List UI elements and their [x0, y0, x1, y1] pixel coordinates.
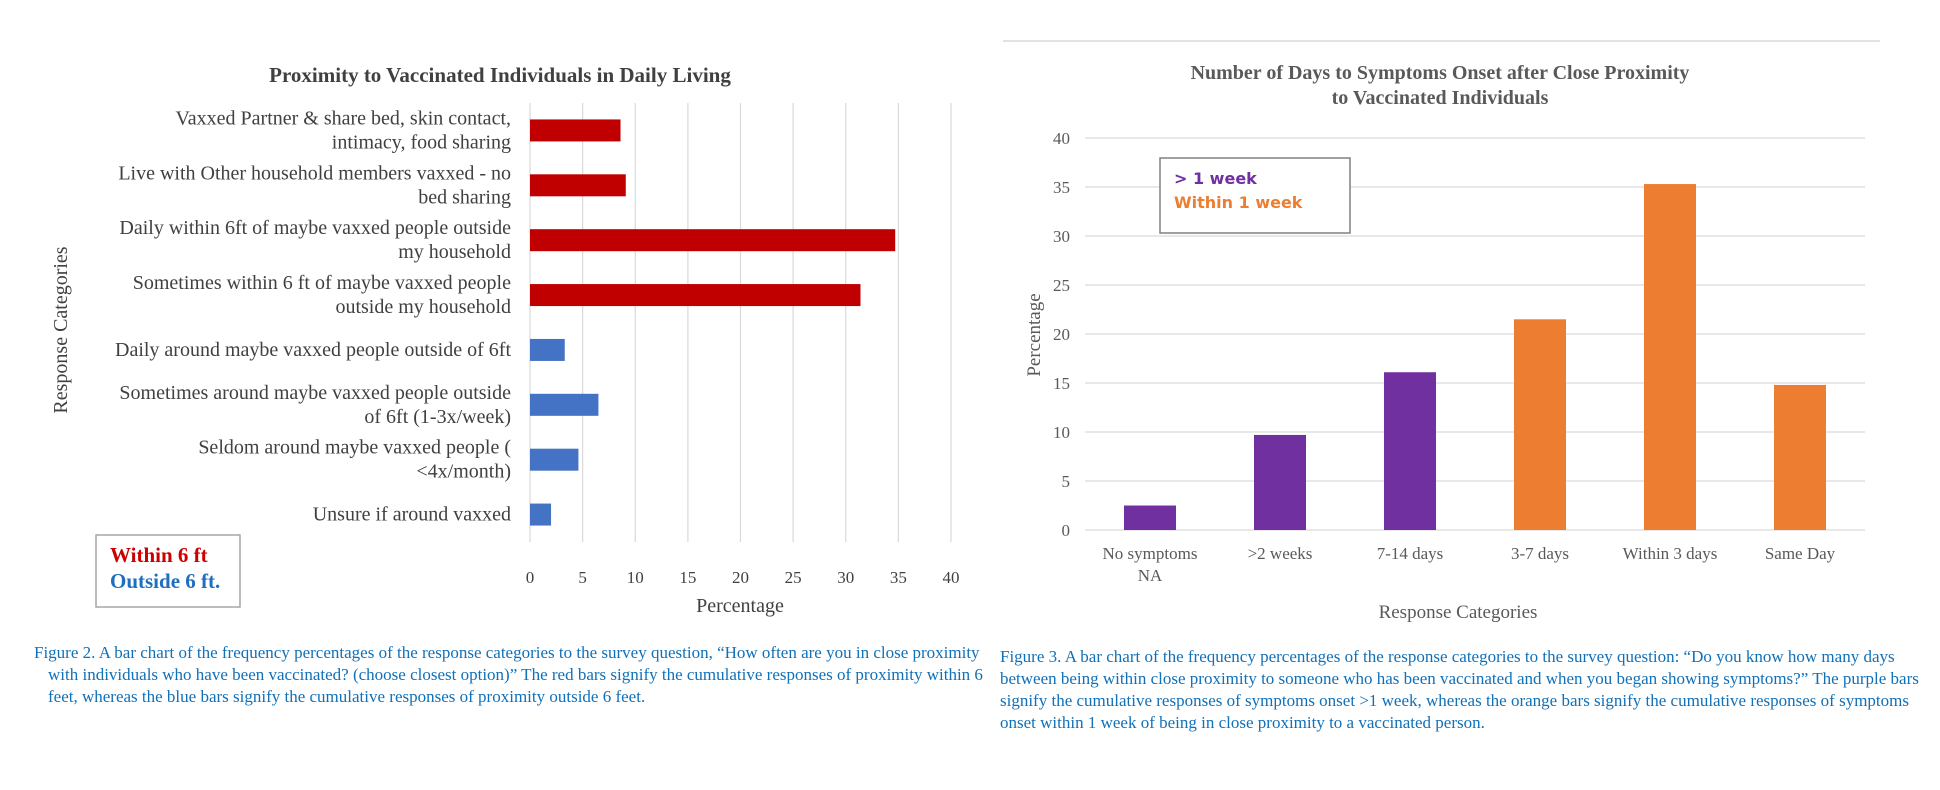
y-axis-label: Response Categories	[50, 246, 72, 413]
proximity-chart: Proximity to Vaccinated Individuals in D…	[50, 63, 960, 617]
y-tick-label: 30	[1053, 227, 1070, 246]
figure-3-caption: Figure 3. A bar chart of the frequency p…	[1000, 647, 1919, 732]
bar-outside-8	[530, 503, 552, 526]
x-tick-label: 30	[837, 568, 854, 587]
bar-outside-6	[530, 393, 599, 416]
bar-over-2	[1254, 434, 1306, 530]
x-tick-label: 40	[943, 568, 960, 587]
bar-outside-7	[530, 448, 579, 471]
category-label: Vaxxed Partner & share bed, skin contact…	[176, 107, 511, 153]
category-labels: No symptoms NA >2 weeks 7-14 days 3-7 days Wi…	[1103, 544, 1836, 585]
y-tick-label: 5	[1062, 472, 1071, 491]
category-label: Daily around maybe vaxxed people outside…	[115, 339, 511, 361]
chart-title-line-2: to Vaccinated Individuals	[1332, 87, 1549, 109]
category-label: No symptoms NA	[1103, 544, 1198, 585]
x-tick-label: 35	[890, 568, 907, 587]
symptom-onset-chart: Number of Days to Symptoms Onset after C…	[1024, 62, 1865, 623]
y-axis-label: Percentage	[1024, 293, 1045, 376]
x-tick-labels: 0 5 10 15 20 25 30 35 40	[526, 568, 960, 587]
figure-2-caption: Figure 2. A bar chart of the frequency p…	[34, 643, 983, 706]
chart-legend: Within 6 ft Outside 6 ft.	[95, 534, 241, 608]
category-label: Unsure if around vaxxed	[313, 504, 511, 526]
bar-within-4	[1514, 319, 1566, 530]
bar-within-2	[530, 174, 626, 197]
category-labels: Vaxxed Partner & share bed, skin contact…	[115, 107, 511, 525]
y-tick-label: 40	[1053, 129, 1070, 148]
x-tick-label: 20	[732, 568, 749, 587]
y-tick-label: 35	[1053, 178, 1070, 197]
legend-within-6ft: Within 6 ft	[110, 543, 208, 567]
y-tick-labels: 0 5 10 15 20 25 30 35 40	[1053, 129, 1070, 540]
legend-box	[95, 534, 241, 608]
x-tick-label: 10	[627, 568, 644, 587]
bar-over-3	[1384, 372, 1436, 530]
category-label: Within 3 days	[1623, 544, 1718, 563]
legend-outside-6ft: Outside 6 ft.	[110, 569, 220, 593]
y-tick-label: 0	[1062, 521, 1071, 540]
bar-series	[1124, 184, 1826, 530]
category-label: Seldom around maybe vaxxed people (<4x/m…	[198, 437, 511, 483]
y-tick-label: 25	[1053, 276, 1070, 295]
x-tick-label: 0	[526, 568, 535, 587]
bar-within-4	[530, 284, 861, 307]
chart-gridlines	[529, 103, 952, 542]
legend-within-1-week: Within 1 week	[1174, 193, 1303, 212]
chart-gridlines	[1085, 137, 1865, 531]
bar-within-3	[530, 229, 896, 252]
chart-title-line-1: Number of Days to Symptoms Onset after C…	[1191, 62, 1690, 84]
bar-within-5	[1644, 184, 1696, 530]
bar-series	[530, 119, 896, 526]
legend-box	[1159, 157, 1351, 234]
chart-legend: > 1 week Within 1 week	[1159, 157, 1351, 234]
x-axis-label: Percentage	[696, 595, 784, 617]
category-label: 3-7 days	[1511, 544, 1569, 563]
x-axis-label: Response Categories	[1379, 602, 1538, 623]
category-label: >2 weeks	[1248, 544, 1313, 563]
category-label: Live with Other household members vaxxed…	[118, 162, 511, 208]
bar-over-1	[1124, 505, 1176, 530]
legend-over-1-week: > 1 week	[1174, 169, 1257, 188]
x-tick-label: 5	[578, 568, 587, 587]
y-tick-label: 10	[1053, 423, 1070, 442]
category-label: Sometimes within 6 ft of maybe vaxxed pe…	[133, 272, 511, 318]
category-label: Sometimes around maybe vaxxed people out…	[119, 382, 511, 428]
category-label: Same Day	[1765, 544, 1836, 563]
x-tick-label: 15	[679, 568, 696, 587]
x-tick-label: 25	[785, 568, 802, 587]
y-tick-label: 15	[1053, 374, 1070, 393]
category-label: Daily within 6ft of maybe vaxxed people …	[119, 217, 511, 263]
bar-outside-5	[530, 338, 565, 361]
chart-title: Proximity to Vaccinated Individuals in D…	[269, 63, 731, 87]
bar-within-6	[1774, 384, 1826, 530]
y-tick-label: 20	[1053, 325, 1070, 344]
bar-within-1	[530, 119, 621, 142]
category-label: 7-14 days	[1377, 544, 1444, 563]
